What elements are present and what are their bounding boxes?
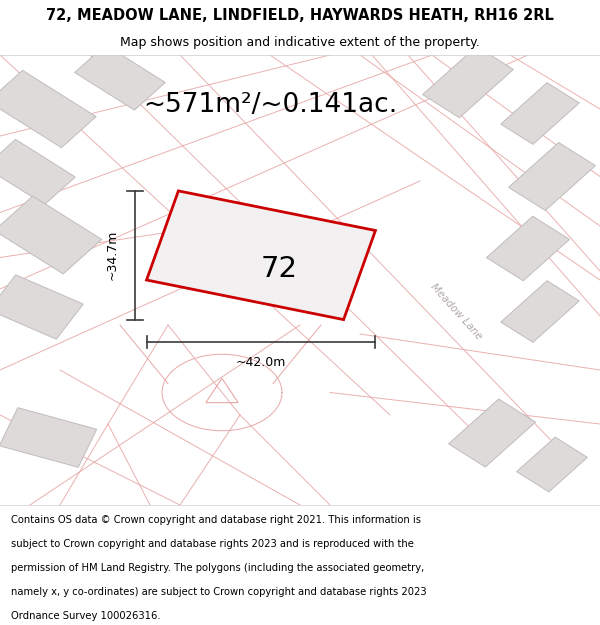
Polygon shape [0,408,97,468]
Text: ~571m²/~0.141ac.: ~571m²/~0.141ac. [143,91,397,118]
Text: 72: 72 [260,255,298,282]
Text: namely x, y co-ordinates) are subject to Crown copyright and database rights 202: namely x, y co-ordinates) are subject to… [11,587,427,597]
Polygon shape [487,216,569,281]
Polygon shape [509,142,595,211]
Text: Meadow Lane: Meadow Lane [428,281,484,341]
Text: Map shows position and indicative extent of the property.: Map shows position and indicative extent… [120,36,480,49]
Text: ~34.7m: ~34.7m [106,230,119,281]
Polygon shape [501,281,579,342]
Polygon shape [501,82,579,144]
Polygon shape [449,399,535,467]
Text: subject to Crown copyright and database rights 2023 and is reproduced with the: subject to Crown copyright and database … [11,539,413,549]
Text: Ordnance Survey 100026316.: Ordnance Survey 100026316. [11,611,160,621]
Text: 72, MEADOW LANE, LINDFIELD, HAYWARDS HEATH, RH16 2RL: 72, MEADOW LANE, LINDFIELD, HAYWARDS HEA… [46,8,554,23]
Polygon shape [74,45,166,110]
Polygon shape [0,71,96,148]
Text: ~42.0m: ~42.0m [236,356,286,369]
Polygon shape [0,196,102,274]
Polygon shape [517,437,587,492]
Polygon shape [0,275,83,339]
Polygon shape [422,46,514,118]
Text: permission of HM Land Registry. The polygons (including the associated geometry,: permission of HM Land Registry. The poly… [11,562,424,572]
Polygon shape [0,139,76,204]
Text: Contains OS data © Crown copyright and database right 2021. This information is: Contains OS data © Crown copyright and d… [11,514,421,524]
Polygon shape [146,191,376,319]
